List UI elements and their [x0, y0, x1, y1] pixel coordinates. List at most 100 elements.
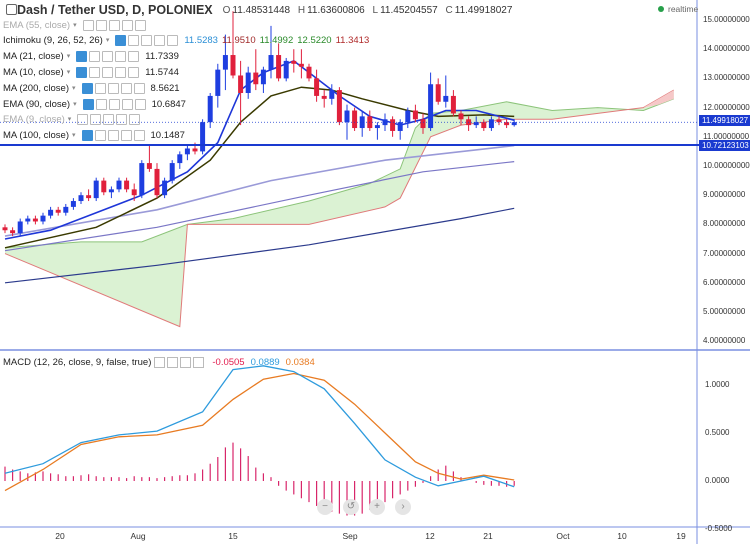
indicator-controls	[76, 66, 141, 78]
macd-line	[4, 365, 515, 488]
candle-body	[291, 60, 297, 64]
caret-down-icon[interactable]: ▾	[67, 116, 72, 123]
caret-down-icon[interactable]: ▾	[72, 132, 76, 139]
remove-icon[interactable]	[154, 34, 166, 46]
format-icon[interactable]	[95, 98, 107, 110]
caret-down-icon[interactable]: ▾	[105, 37, 110, 44]
time-tick-label: 21	[483, 531, 493, 541]
cloud-span-a	[4, 98, 674, 249]
caret-down-icon[interactable]: ▾	[73, 22, 77, 29]
remove-icon[interactable]	[121, 98, 133, 110]
candle-body	[124, 180, 130, 190]
format-icon[interactable]	[128, 34, 140, 46]
zoom-in-button[interactable]: +	[369, 499, 385, 515]
format-icon[interactable]	[89, 66, 101, 78]
settings-icon[interactable]	[102, 50, 114, 62]
settings-icon[interactable]	[141, 34, 153, 46]
candle-body	[70, 201, 76, 207]
macd-more-icon[interactable]	[193, 357, 205, 368]
macd-settings-icon[interactable]	[167, 357, 179, 368]
candle-body	[352, 110, 358, 129]
more-icon[interactable]	[129, 113, 141, 125]
price-tick-label: 4.00000000	[703, 336, 746, 346]
candle-body	[314, 78, 320, 96]
more-icon[interactable]	[134, 98, 146, 110]
price-tick-label: 13.00000000	[703, 73, 750, 83]
indicator-row[interactable]: EMA (9, close) ▾	[3, 112, 142, 126]
format-icon[interactable]	[94, 82, 106, 94]
ema90-line	[4, 161, 515, 252]
collapse-icon[interactable]	[6, 4, 17, 15]
settings-icon[interactable]	[108, 19, 120, 31]
time-tick-label: Aug	[130, 531, 146, 541]
indicator-row[interactable]: MA (100, close) ▾ 10.1487	[3, 128, 185, 142]
level-price-label: 10.72123103	[699, 140, 750, 151]
caret-down-icon[interactable]: ▾	[73, 101, 77, 108]
indicator-row[interactable]: EMA (90, close) ▾ 10.6847	[3, 97, 186, 111]
more-icon[interactable]	[167, 34, 179, 46]
candle-body	[32, 218, 38, 222]
caret-down-icon[interactable]: ▾	[66, 69, 71, 76]
candle-body	[329, 90, 335, 99]
remove-icon[interactable]	[120, 82, 132, 94]
format-icon[interactable]	[95, 19, 107, 31]
visibility-icon[interactable]	[81, 82, 93, 94]
visibility-icon[interactable]	[82, 98, 94, 110]
macd-remove-icon[interactable]	[180, 357, 192, 368]
settings-icon[interactable]	[107, 82, 119, 94]
caret-down-icon[interactable]: ▾	[72, 85, 76, 92]
last-price-label: 11.49918027	[699, 115, 750, 126]
more-icon[interactable]	[133, 82, 145, 94]
more-icon[interactable]	[128, 50, 140, 62]
visibility-icon[interactable]	[77, 113, 89, 125]
remove-icon[interactable]	[116, 113, 128, 125]
price-tick-label: 14.00000000	[703, 44, 750, 54]
ichimoku-values: 11.5283 11.9510 11.4992 12.5220 11.3413	[184, 35, 373, 46]
reset-button[interactable]: ↺	[343, 499, 359, 515]
format-icon[interactable]	[90, 113, 102, 125]
scroll-right-button[interactable]: ›	[395, 499, 411, 515]
settings-icon[interactable]	[108, 98, 120, 110]
remove-icon[interactable]	[115, 50, 127, 62]
candle-body	[101, 180, 107, 193]
indicator-row[interactable]: MA (21, close) ▾ 11.7339	[3, 49, 179, 63]
ichimoku-value: 11.4992	[259, 34, 294, 46]
indicator-row[interactable]: MA (200, close) ▾ 8.5621	[3, 81, 180, 95]
settings-icon[interactable]	[102, 66, 114, 78]
caret-down-icon[interactable]: ▾	[66, 53, 71, 60]
candle-body	[108, 189, 114, 193]
zoom-out-button[interactable]: −	[317, 499, 333, 515]
indicator-row[interactable]: MA (10, close) ▾ 11.5744	[3, 65, 179, 79]
remove-icon[interactable]	[120, 129, 132, 141]
cloud-span-b	[4, 89, 675, 328]
indicator-controls	[77, 113, 142, 125]
more-icon[interactable]	[134, 19, 146, 31]
candle-body	[78, 195, 84, 202]
remove-icon[interactable]	[121, 19, 133, 31]
candle-body	[260, 69, 266, 85]
more-icon[interactable]	[133, 129, 145, 141]
format-icon[interactable]	[89, 50, 101, 62]
settings-icon[interactable]	[107, 129, 119, 141]
candle-body	[473, 122, 479, 126]
macd-tick-label: -0.5000	[705, 524, 733, 533]
macd-visibility-icon[interactable]	[154, 357, 166, 368]
candle-body	[245, 72, 251, 93]
visibility-icon[interactable]	[115, 34, 127, 46]
visibility-icon[interactable]	[81, 129, 93, 141]
indicator-controls	[115, 34, 180, 46]
settings-icon[interactable]	[103, 113, 115, 125]
macd-legend: MACD (12, 26, close, 9, false, true) -0.…	[3, 357, 315, 368]
more-icon[interactable]	[128, 66, 140, 78]
candle-body	[222, 55, 228, 70]
format-icon[interactable]	[94, 129, 106, 141]
visibility-icon[interactable]	[82, 19, 94, 31]
visibility-icon[interactable]	[76, 66, 88, 78]
candle-body	[428, 84, 434, 129]
remove-icon[interactable]	[115, 66, 127, 78]
indicator-row[interactable]: Ichimoku (9, 26, 52, 26) ▾ 11.5283 11.9510 1…	[3, 33, 373, 47]
visibility-icon[interactable]	[76, 50, 88, 62]
time-tick-label: 15	[228, 531, 238, 541]
indicator-row[interactable]: EMA (55, close) ▾	[3, 18, 148, 32]
